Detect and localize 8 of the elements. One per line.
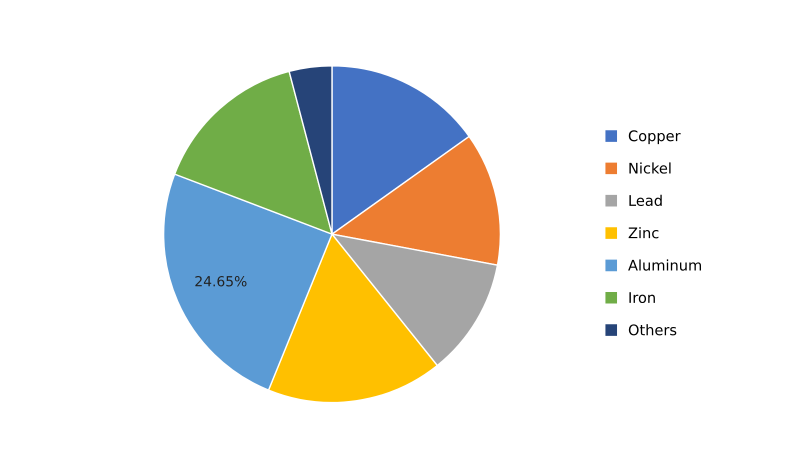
legend-label: Nickel	[629, 162, 671, 174]
legend-label: Iron	[629, 292, 655, 304]
legend-label: Zinc	[628, 227, 658, 238]
legend-label: Aluminum	[628, 259, 701, 271]
legend-label: Copper	[628, 130, 681, 144]
data-label: 24.65%	[195, 276, 247, 286]
legend-label: Lead	[629, 194, 662, 206]
legend-label: Others	[628, 324, 676, 336]
